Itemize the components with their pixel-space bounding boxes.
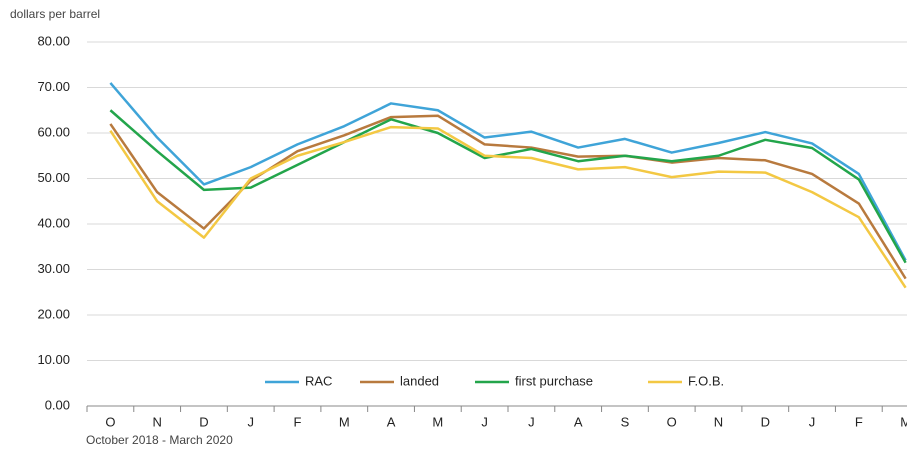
x-tick-label: J <box>481 414 488 429</box>
legend-label: first purchase <box>515 373 593 388</box>
x-tick-label: J <box>809 414 816 429</box>
y-tick-label: 60.00 <box>37 124 70 139</box>
x-tick-label: N <box>152 414 161 429</box>
line-series <box>109 125 907 289</box>
legend-label: RAC <box>305 373 332 388</box>
x-tick-label: M <box>432 414 443 429</box>
y-tick-label: 30.00 <box>37 261 70 276</box>
y-tick-label: 80.00 <box>37 33 70 48</box>
x-axis-label: October 2018 - March 2020 <box>86 433 233 447</box>
legend-label: F.O.B. <box>688 373 724 388</box>
line-series <box>109 82 907 261</box>
x-tick-label: F <box>294 414 302 429</box>
x-tick-label: F <box>855 414 863 429</box>
legend-label: landed <box>400 373 439 388</box>
y-tick-label: 10.00 <box>37 352 70 367</box>
y-axis-label: dollars per barrel <box>10 7 100 21</box>
y-tick-label: 40.00 <box>37 215 70 230</box>
x-tick-label: A <box>387 414 396 429</box>
x-tick-label: O <box>105 414 115 429</box>
x-tick-label: M <box>900 414 907 429</box>
y-tick-label: 70.00 <box>37 79 70 94</box>
y-tick-label: 50.00 <box>37 170 70 185</box>
x-tick-label: J <box>247 414 254 429</box>
x-tick-label: A <box>574 414 583 429</box>
x-tick-label: M <box>339 414 350 429</box>
line-series <box>109 114 907 280</box>
x-tick-label: D <box>761 414 770 429</box>
x-tick-label: J <box>528 414 535 429</box>
x-tick-label: S <box>621 414 630 429</box>
x-tick-label: N <box>714 414 723 429</box>
x-tick-label: D <box>199 414 208 429</box>
y-tick-label: 0.00 <box>45 397 70 412</box>
y-tick-label: 20.00 <box>37 306 70 321</box>
x-tick-label: O <box>667 414 677 429</box>
